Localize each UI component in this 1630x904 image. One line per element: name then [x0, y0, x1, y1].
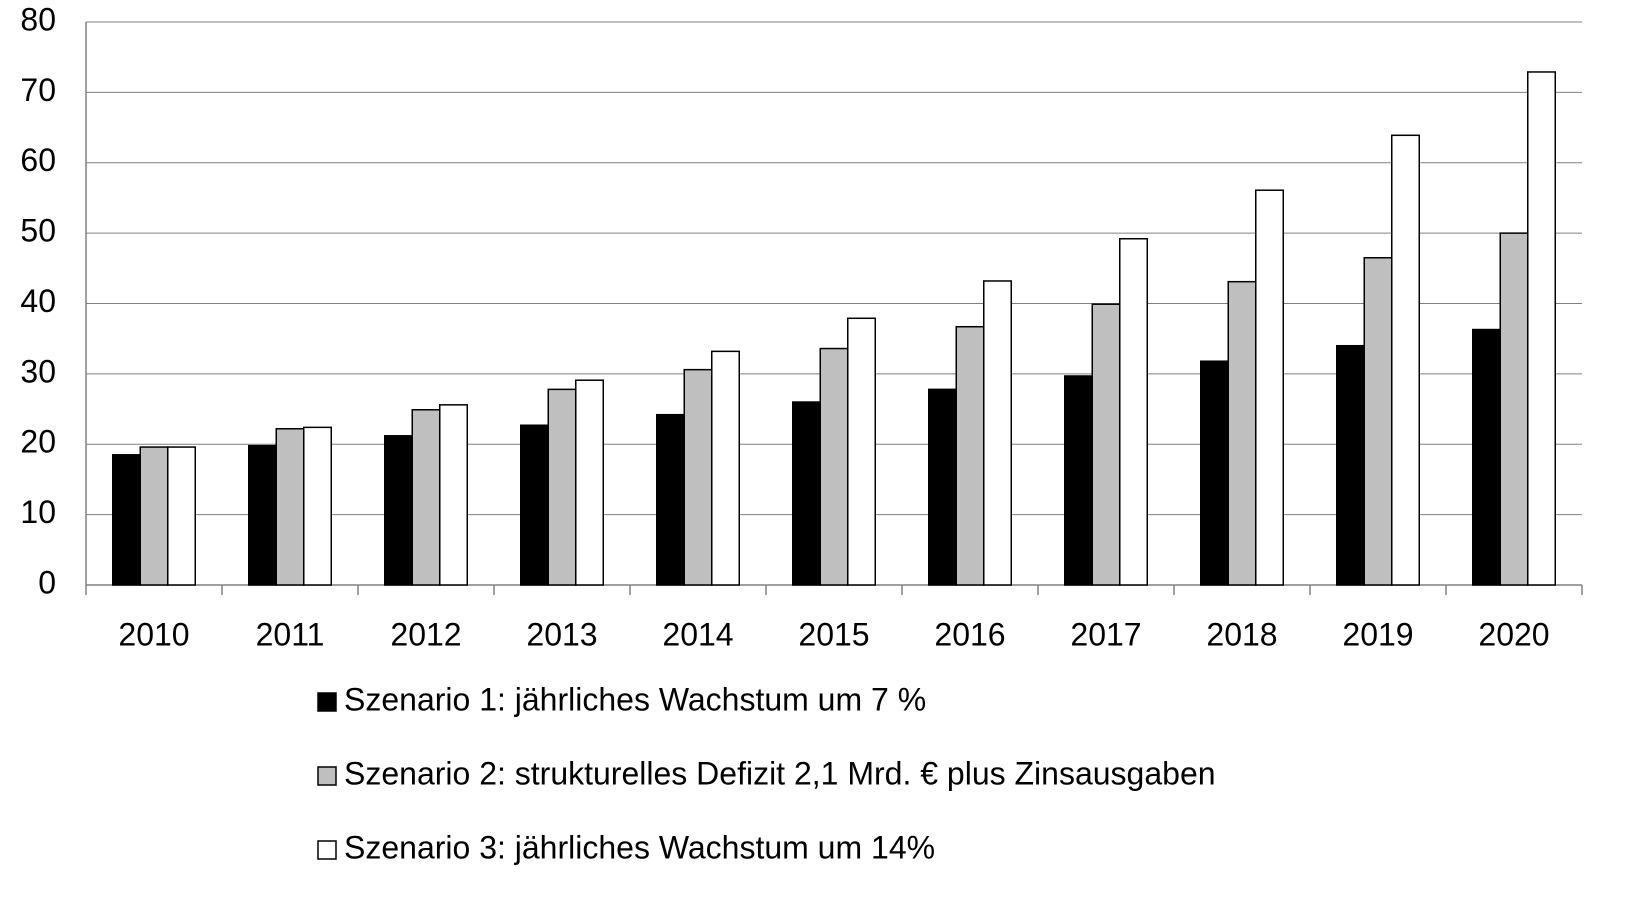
legend-swatch	[317, 766, 337, 786]
y-tick-label: 30	[20, 353, 56, 389]
y-tick-label: 60	[20, 142, 56, 178]
legend-swatch	[317, 692, 337, 712]
bar	[1363, 257, 1393, 586]
bar	[248, 444, 277, 586]
y-tick-label: 50	[20, 213, 56, 249]
bar	[547, 388, 577, 586]
bar	[1391, 134, 1420, 586]
bar	[683, 368, 713, 586]
bar	[955, 325, 985, 586]
x-tick-label: 2017	[1070, 616, 1141, 652]
bar	[303, 426, 332, 586]
bar	[439, 404, 468, 586]
y-tick-label: 10	[20, 494, 56, 530]
bar	[1255, 189, 1284, 586]
bar	[1119, 238, 1148, 586]
x-tick-label: 2010	[118, 616, 189, 652]
legend-swatch	[317, 840, 337, 860]
bar	[656, 413, 685, 586]
bar	[1527, 71, 1556, 586]
y-tick-label: 80	[20, 1, 56, 37]
bar	[792, 401, 821, 586]
x-tick-label: 2014	[662, 616, 733, 652]
x-tick-label: 2011	[256, 616, 325, 652]
bar	[139, 446, 169, 586]
bar	[1472, 328, 1501, 586]
x-tick-label: 2016	[934, 616, 1005, 652]
bar	[711, 350, 740, 586]
legend-label: Szenario 3: jährliches Wachstum um 14%	[344, 829, 935, 865]
bar	[819, 347, 849, 586]
legend-label: Szenario 1: jährliches Wachstum um 7 %	[344, 681, 926, 717]
x-tick-label: 2019	[1342, 616, 1413, 652]
bar	[1336, 344, 1365, 586]
bar	[1227, 280, 1257, 586]
y-tick-label: 70	[20, 72, 56, 108]
x-tick-label: 2013	[526, 616, 597, 652]
bar	[928, 388, 957, 586]
bar	[520, 424, 549, 586]
x-tick-label: 2015	[798, 616, 869, 652]
bar	[983, 280, 1012, 586]
bar	[384, 435, 413, 586]
x-tick-label: 2018	[1206, 616, 1277, 652]
legend-label: Szenario 2: strukturelles Defizit 2,1 Mr…	[344, 755, 1216, 791]
x-tick-label: 2020	[1478, 616, 1549, 652]
y-tick-label: 0	[38, 564, 56, 600]
x-tick-label: 2012	[390, 616, 461, 652]
y-tick-label: 40	[20, 283, 56, 319]
bar	[275, 428, 305, 586]
bar	[575, 379, 604, 586]
bar	[1499, 232, 1529, 586]
bar	[167, 446, 196, 586]
bar	[1064, 375, 1093, 586]
bar	[847, 317, 876, 586]
bar	[1200, 360, 1229, 586]
y-tick-label: 20	[20, 424, 56, 460]
bar	[411, 409, 441, 586]
bar	[112, 454, 141, 586]
bar	[1091, 303, 1121, 586]
